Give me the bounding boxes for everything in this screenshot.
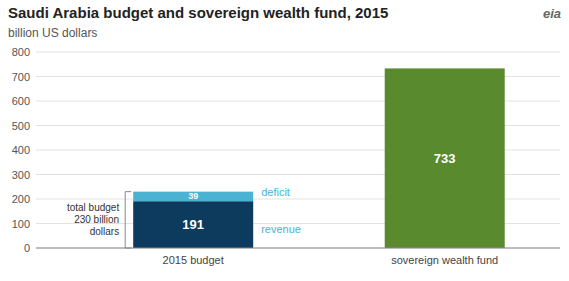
y-tick-label: 600 bbox=[12, 95, 30, 107]
logo: eia bbox=[543, 6, 561, 21]
y-tick-label: 0 bbox=[24, 242, 30, 254]
annotation-deficit: deficit bbox=[261, 186, 290, 198]
x-tick-label: sovereign wealth fund bbox=[391, 254, 498, 266]
y-tick-label: 700 bbox=[12, 71, 30, 83]
grid-line bbox=[36, 248, 560, 249]
annotation-total: total budget230 billiondollars bbox=[67, 201, 119, 236]
data-label: 191 bbox=[182, 217, 204, 232]
bars bbox=[133, 68, 505, 248]
x-tick-label: 2015 budget bbox=[163, 254, 224, 266]
chart: Saudi Arabia budget and sovereign wealth… bbox=[0, 0, 569, 281]
bracket-line bbox=[125, 192, 131, 248]
y-tick-label: 800 bbox=[12, 46, 30, 58]
bracket bbox=[125, 192, 131, 248]
data-label: 39 bbox=[188, 191, 198, 201]
y-tick-label: 500 bbox=[12, 120, 30, 132]
y-tick-label: 200 bbox=[12, 193, 30, 205]
y-tick-label: 300 bbox=[12, 169, 30, 181]
bar bbox=[133, 201, 253, 248]
y-tick-label: 100 bbox=[12, 218, 30, 230]
grid bbox=[36, 52, 560, 248]
grid-line bbox=[36, 52, 560, 53]
x-axis bbox=[36, 248, 560, 249]
data-labels: 191 39 733 bbox=[182, 151, 455, 232]
bar bbox=[385, 68, 505, 248]
subtitle: billion US dollars bbox=[8, 26, 97, 40]
y-tick-label: 400 bbox=[12, 144, 30, 156]
annotation-revenue: revenue bbox=[261, 223, 301, 235]
bar bbox=[133, 192, 253, 202]
data-label: 733 bbox=[434, 151, 456, 166]
title: Saudi Arabia budget and sovereign wealth… bbox=[8, 4, 388, 21]
